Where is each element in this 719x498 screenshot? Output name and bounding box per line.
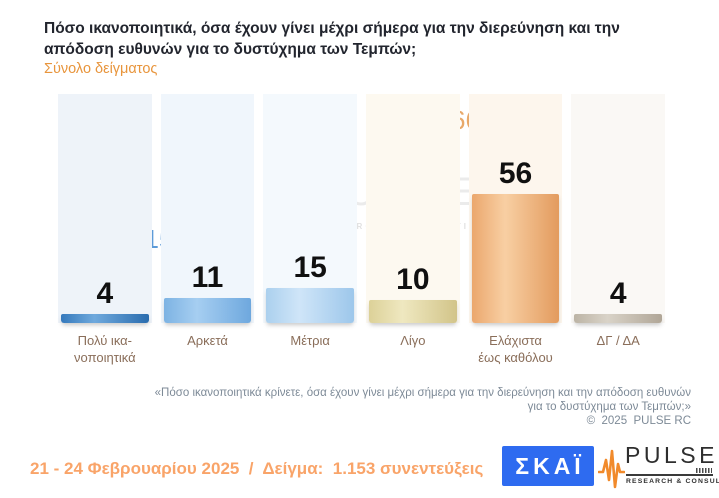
- bar-chart: 15 66 4 11 15 10 56 4: [58, 94, 666, 323]
- pulse-logo: PULSE RESEARCH & CONSULTING: [598, 441, 719, 495]
- category-label: Πολύ ικα- νοποιητικά: [74, 333, 136, 365]
- category-label: Μέτρια: [290, 333, 330, 348]
- footnote: «Πόσο ικανοποιητικά κρίνετε, όσα έχουν γ…: [146, 387, 691, 429]
- footer-survey-info: 21 - 24 Φεβρουαρίου 2025 / Δείγμα: 1.153…: [30, 459, 484, 478]
- bar-value-label: 10: [396, 263, 430, 296]
- page-title: Πόσο ικανοποιητικά, όσα έχουν γίνει μέχρ…: [44, 20, 620, 59]
- bar-column: 10: [366, 94, 460, 323]
- category-label: Ελάχιστα έως καθόλου: [478, 333, 553, 365]
- page-subtitle: Σύνολο δείγματος: [44, 61, 158, 77]
- category-label: Αρκετά: [187, 333, 228, 348]
- skai-logo: ΣΚΑΪ: [502, 446, 594, 486]
- category-label: Λίγο: [400, 333, 426, 348]
- bar-value-label: 4: [609, 277, 627, 310]
- bar: [471, 194, 560, 323]
- bar-value-label: 4: [96, 277, 114, 310]
- bar-column: 56: [468, 94, 563, 323]
- bar-column: 4: [58, 94, 152, 323]
- bar: [163, 298, 252, 323]
- bar: [266, 288, 355, 323]
- footnote-question: «Πόσο ικανοποιητικά κρίνετε, όσα έχουν γ…: [154, 387, 691, 413]
- bar: [61, 314, 149, 323]
- skai-logo-text: ΣΚΑΪ: [515, 452, 585, 479]
- column-panel: [263, 94, 358, 323]
- footnote-copyright: © 2025 PULSE RC: [586, 415, 691, 428]
- pulse-logo-name: PULSE: [625, 442, 718, 468]
- bar-column: 15: [263, 94, 358, 323]
- bar: [369, 300, 457, 323]
- bar-value-label: 56: [498, 157, 533, 190]
- bar: [574, 314, 663, 323]
- bar-value-label: 11: [191, 261, 224, 294]
- pulse-logo-divider: [626, 474, 713, 476]
- bar-value-label: 15: [293, 251, 327, 284]
- category-label: ΔΓ / ΔΑ: [596, 333, 640, 348]
- bar-column: 11: [160, 94, 255, 323]
- pulse-logo-barcode: [696, 468, 712, 473]
- column-panel: [571, 94, 666, 323]
- pulse-waveform-icon: [598, 449, 625, 489]
- pulse-logo-tagline: RESEARCH & CONSULTING: [626, 478, 719, 485]
- column-panel: [160, 94, 255, 323]
- column-panel: [366, 94, 460, 323]
- bar-column: 4: [571, 94, 666, 323]
- category-row: Πολύ ικα- νοποιητικά Αρκετά Μέτρια Λίγο Ελάχ…: [58, 333, 665, 366]
- column-panel: [58, 94, 152, 323]
